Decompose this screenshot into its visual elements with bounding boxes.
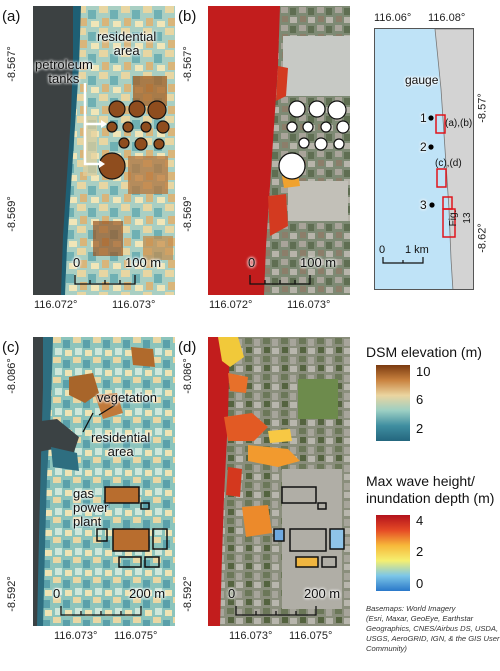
panel-b-scale-label: 100 m xyxy=(300,255,337,270)
overview-x-tick-2: 116.08° xyxy=(428,12,466,24)
panel-a-y-tick-1: -8.567° xyxy=(5,46,18,82)
panel-c-x-tick-1: 116.073° xyxy=(54,630,98,642)
panel-c-y-tick-1: -8.086° xyxy=(5,358,18,394)
panel-d-scale-label: 200 m xyxy=(304,586,341,601)
panel-a-map: residential area petroleum tanks 0 100 m xyxy=(33,6,175,295)
legend-wave-colorbar xyxy=(376,515,410,591)
panel-a-y-tick-2: -8.569° xyxy=(5,196,18,232)
overview-box-label-fig13: Fig. 13 xyxy=(448,209,473,227)
panel-b-scale-zero: 0 xyxy=(248,255,256,270)
annotation-petroleum-tanks: petroleum tanks xyxy=(35,57,93,86)
panel-d-scale-zero: 0 xyxy=(228,586,236,601)
overview-x-tick-1: 116.06° xyxy=(374,12,412,24)
legend-dsm-tick-2: 2 xyxy=(416,421,424,436)
legend-dsm-colorbar xyxy=(376,365,410,441)
overview-gauge-2: 2 xyxy=(420,140,427,154)
panel-a-x-tick-1: 116.072° xyxy=(34,299,78,311)
panel-b-y-tick-2: -8.569° xyxy=(181,196,194,232)
legend-dsm-title: DSM elevation (m) xyxy=(366,344,482,360)
overview-y-tick-2: -8.62° xyxy=(476,223,489,253)
panel-c-scale-label: 200 m xyxy=(129,586,166,601)
panel-a-label: (a) xyxy=(2,8,21,25)
panel-d-scale-bar xyxy=(235,606,317,616)
panel-a-scale-zero: 0 xyxy=(73,255,81,270)
panel-a-scale-bar xyxy=(74,275,136,285)
overview-gauge-3: 3 xyxy=(420,198,427,212)
panel-c-y-tick-2: -8.592° xyxy=(5,576,18,612)
overview-scale-label: 1 km xyxy=(405,244,429,256)
annotation-vegetation: vegetation xyxy=(97,390,157,405)
panel-d-label: (d) xyxy=(178,339,197,356)
overview-scale-zero: 0 xyxy=(379,244,386,256)
legend-wave-tick-4: 4 xyxy=(416,513,424,528)
panel-d-x-tick-2: 116.075° xyxy=(289,630,333,642)
panel-b-label: (b) xyxy=(178,8,197,25)
annotation-residential-area: residential area xyxy=(97,29,157,58)
overview-map-canvas xyxy=(375,29,473,289)
panel-c-dsm-raster xyxy=(33,337,175,626)
panel-d-y-tick-1: -8.086° xyxy=(181,358,194,394)
panel-d-imagery xyxy=(208,337,350,626)
legend-dsm-tick-10: 10 xyxy=(416,364,431,379)
basemap-credit: Basemaps: World Imagery (Esri, Maxar, Ge… xyxy=(366,604,500,653)
panel-d-x-tick-1: 116.073° xyxy=(229,630,273,642)
overview-y-tick-1: -8.57° xyxy=(476,93,489,123)
legend-wave-tick-2: 2 xyxy=(416,544,424,559)
legend-wave-title: Max wave height/ inundation depth (m) xyxy=(366,473,495,506)
legend-dsm-tick-6: 6 xyxy=(416,392,424,407)
panel-c-scale-zero: 0 xyxy=(53,586,61,601)
panel-d-map: 0 200 m xyxy=(208,337,350,626)
panel-b-imagery xyxy=(208,6,350,295)
panel-c-x-tick-2: 116.075° xyxy=(114,630,158,642)
panel-b-x-tick-2: 116.073° xyxy=(287,299,331,311)
annotation-residential-area-c: residential area xyxy=(91,430,151,459)
legend-wave-tick-0: 0 xyxy=(416,576,424,591)
panel-b-scale-bar xyxy=(249,275,311,285)
panel-c-map: vegetation residential area gas power pl… xyxy=(33,337,175,626)
panel-b-y-tick-1: -8.567° xyxy=(181,46,194,82)
panel-d-y-tick-2: -8.592° xyxy=(181,576,194,612)
overview-box-label-ab: (a),(b) xyxy=(445,118,473,129)
panel-a-scale-label: 100 m xyxy=(125,255,162,270)
panel-a-dsm-raster xyxy=(33,6,175,295)
panel-b-map: 0 100 m xyxy=(208,6,350,295)
panel-b-x-tick-1: 116.072° xyxy=(209,299,253,311)
panel-c-scale-bar xyxy=(60,606,142,616)
overview-gauge-1: 1 xyxy=(420,111,427,125)
panel-c-label: (c) xyxy=(2,339,20,356)
overview-box-label-cd: (c),(d) xyxy=(435,158,462,169)
overview-map: gauge 1 2 3 (a),(b) (c),(d) Fig. 13 0 1 … xyxy=(374,28,474,290)
annotation-gas-power-plant: gas power plant xyxy=(73,486,109,529)
overview-gauge-label: gauge xyxy=(405,73,439,87)
panel-a-x-tick-2: 116.073° xyxy=(112,299,156,311)
